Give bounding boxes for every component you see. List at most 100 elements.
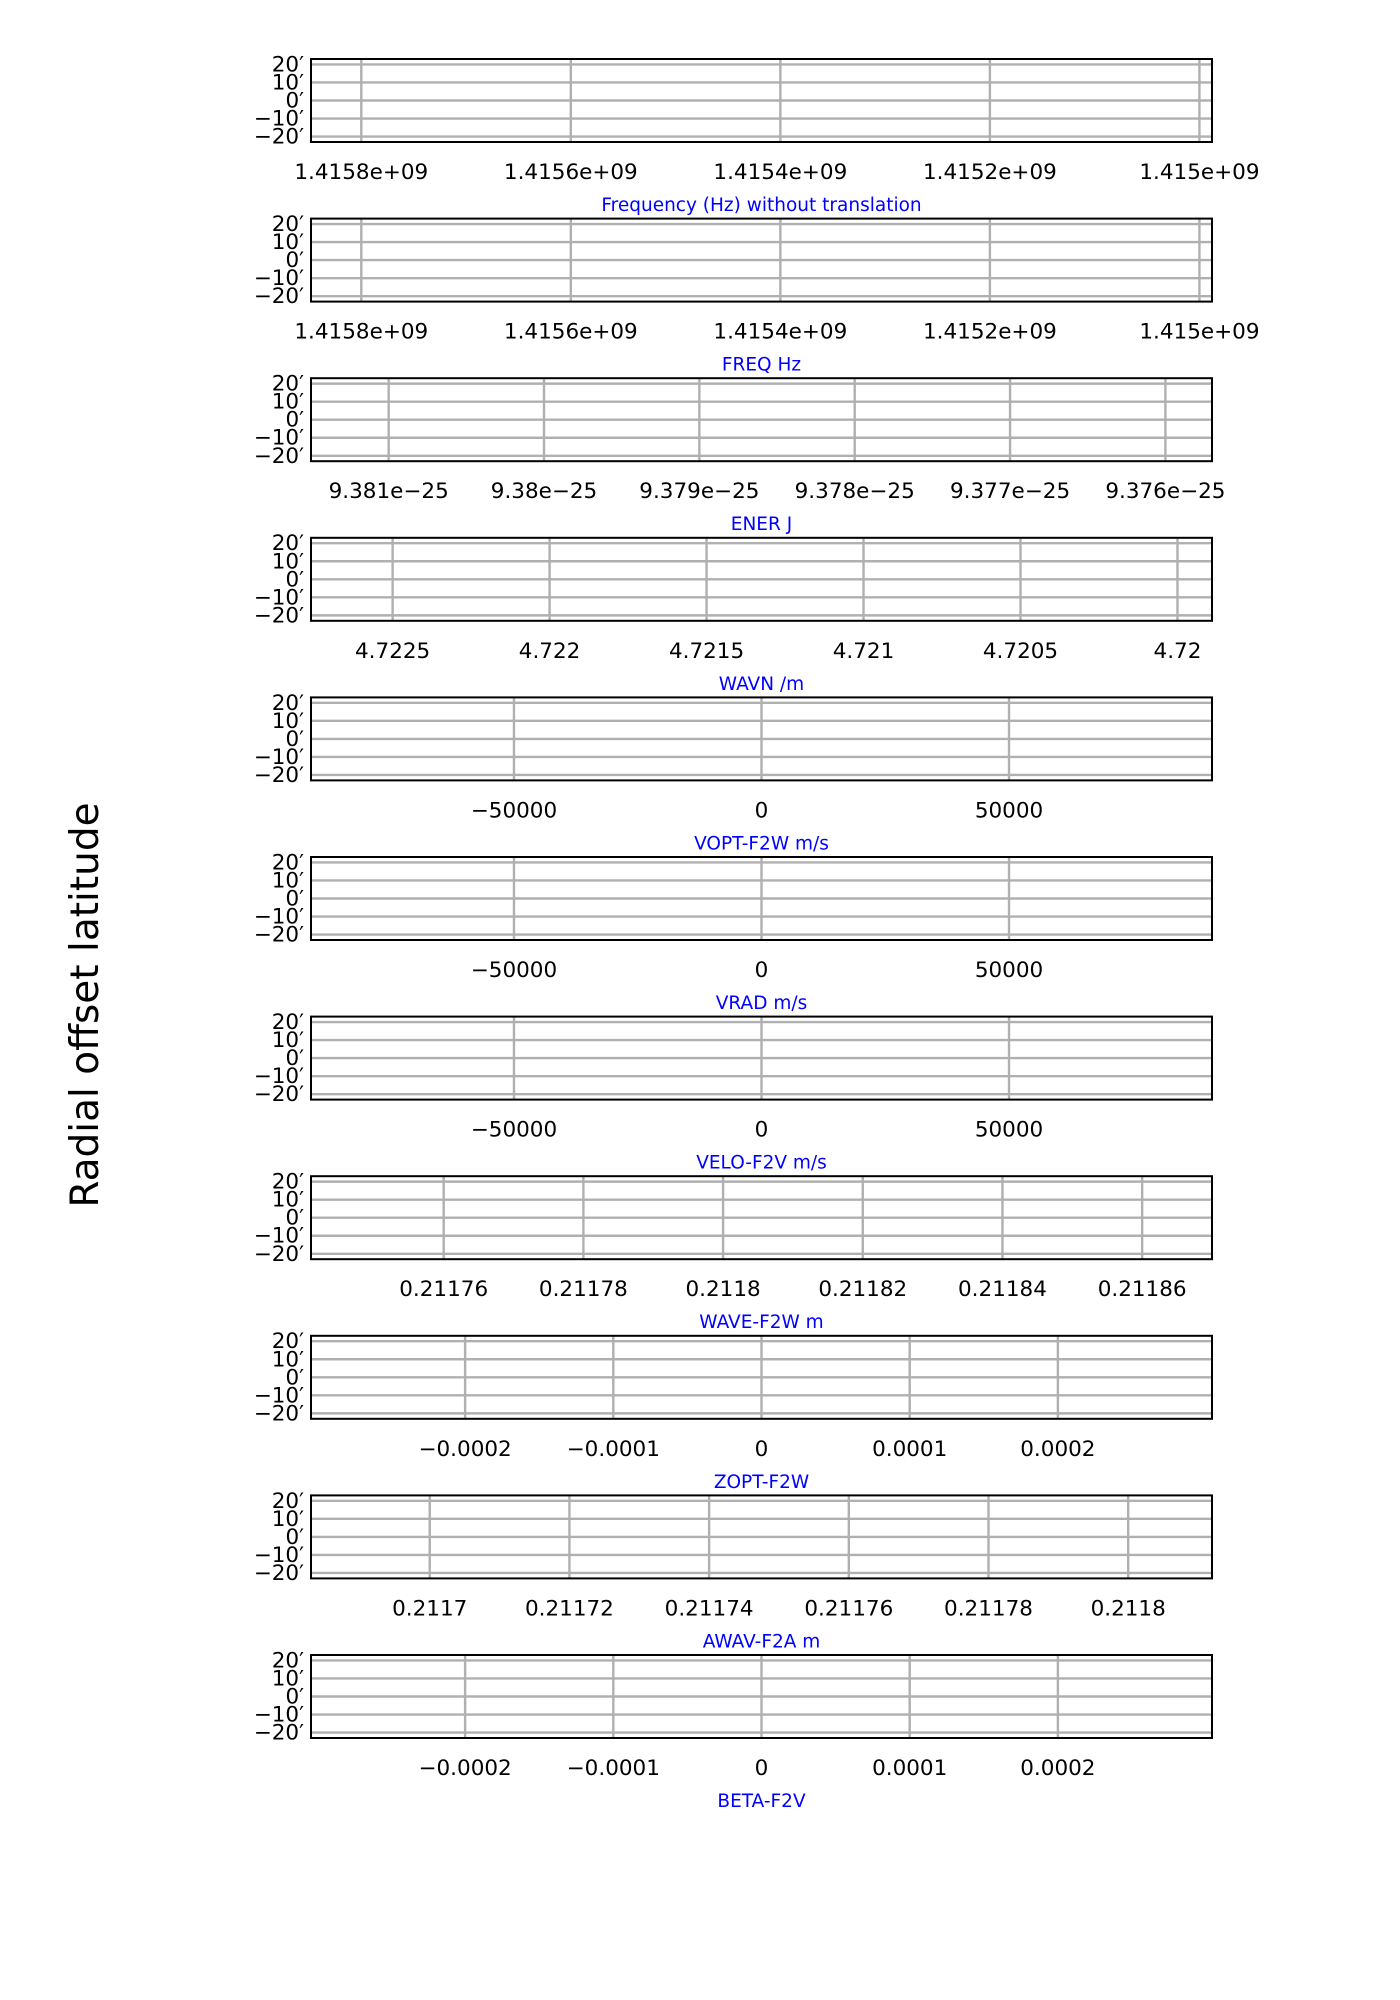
y-tick-label: 10′	[272, 70, 304, 95]
axes-frame	[310, 536, 1213, 622]
x-tick-label: 0.21174	[665, 1596, 754, 1621]
y-tick-label: −20′	[254, 1401, 304, 1426]
y-tick-label: 10′	[272, 1507, 304, 1532]
y-tick-label: 10′	[272, 1188, 304, 1213]
panel-7: 20′10′0′−10′−20′ 0.21176 0.21178 0.2118 0.21…	[254, 1170, 1213, 1333]
panel-9: 20′10′0′−10′−20′ 0.2117 0.21172 0.21174 0.21…	[254, 1489, 1213, 1652]
x-tick-label: 0.2118	[685, 1277, 760, 1302]
y-tick-label: 0′	[285, 1685, 304, 1710]
x-tick-label: 1.4152e+09	[923, 320, 1057, 345]
x-tick-label: 9.38e−25	[491, 479, 597, 504]
x-axis-label: VOPT-F2W m/s	[694, 833, 829, 854]
x-tick-label: 9.379e−25	[639, 479, 759, 504]
x-tick-label: 9.378e−25	[795, 479, 915, 504]
x-axis-label: AWAV-F2A m	[703, 1631, 821, 1652]
x-tick-label: 9.381e−25	[329, 479, 449, 504]
x-tick-label: 1.415e+09	[1139, 160, 1259, 185]
panel-1: 20′10′0′−10′−20′ 1.4158e+09 1.4156e+09 1.41…	[254, 212, 1260, 376]
panel-2: 20′10′0′−10′−20′ 9.381e−25 9.38e−25 9.379e−…	[254, 372, 1226, 536]
panel-0: 20′10′0′−10′−20′ 1.4158e+09 1.4156e+09 1.41…	[254, 52, 1260, 216]
x-tick-label: 0	[755, 1756, 769, 1781]
x-tick-label: 9.376e−25	[1105, 479, 1225, 504]
x-tick-label: 0	[755, 1118, 769, 1143]
y-tick-label: 0′	[285, 408, 304, 433]
x-axis-label: ENER J	[731, 514, 792, 535]
y-tick-label: −20′	[254, 1082, 304, 1107]
x-tick-label: 0.0001	[872, 1756, 947, 1781]
x-tick-label: 0.21176	[399, 1277, 488, 1302]
axes-frame	[310, 1015, 1213, 1101]
y-tick-label: −20′	[254, 444, 304, 469]
y-tick-label: 0′	[285, 887, 304, 912]
y-tick-label: −20′	[254, 284, 304, 309]
y-tick-label: −10′	[254, 1224, 304, 1249]
figure-ylabel: Radial offset latitude	[63, 802, 108, 1207]
panel-6: 20′10′0′−10′−20′ −50000 0 50000 VELO-F2V m/s	[254, 1010, 1213, 1174]
panel-5: 20′10′0′−10′−20′ −50000 0 50000 VRAD m/s	[254, 850, 1213, 1014]
y-tick-label: 0′	[285, 1525, 304, 1550]
x-tick-label: 0.0002	[1020, 1437, 1095, 1462]
x-tick-label: 0.21186	[1098, 1277, 1187, 1302]
x-axis-label: VRAD m/s	[716, 993, 807, 1014]
y-tick-label: 0′	[285, 1046, 304, 1071]
y-tick-label: 20′	[272, 531, 304, 556]
y-tick-label: 20′	[272, 691, 304, 716]
y-tick-label: 0′	[285, 727, 304, 752]
y-tick-label: 0′	[285, 248, 304, 273]
x-tick-label: 0.2118	[1091, 1596, 1166, 1621]
axes-frame	[310, 377, 1213, 463]
y-tick-label: 0′	[285, 1206, 304, 1231]
x-tick-label: 50000	[975, 1118, 1043, 1143]
x-tick-label: 1.4152e+09	[923, 160, 1057, 185]
x-tick-label: 4.722	[519, 639, 581, 664]
x-tick-label: 1.4154e+09	[713, 160, 847, 185]
y-tick-label: 20′	[272, 850, 304, 875]
panel-8: 20′10′0′−10′−20′ −0.0002 −0.0001 0 0.0001 0.0…	[254, 1329, 1213, 1493]
axes-frame	[310, 1654, 1213, 1739]
y-tick-label: 10′	[272, 1347, 304, 1372]
y-tick-label: −10′	[254, 1703, 304, 1728]
y-tick-label: −10′	[254, 426, 304, 451]
x-axis-label: ZOPT-F2W	[714, 1472, 809, 1493]
axes-frame	[310, 217, 1213, 303]
y-tick-label: 10′	[272, 549, 304, 574]
y-tick-label: −10′	[254, 1543, 304, 1568]
x-tick-label: 4.7205	[983, 639, 1058, 664]
x-tick-label: 1.415e+09	[1139, 320, 1259, 345]
y-tick-label: 10′	[272, 230, 304, 255]
y-tick-label: 10′	[272, 1666, 304, 1691]
x-tick-label: 1.4158e+09	[294, 160, 428, 185]
x-tick-label: −50000	[471, 1118, 557, 1143]
y-tick-label: −10′	[254, 1064, 304, 1089]
axes-frame	[310, 1175, 1213, 1261]
x-tick-label: 0	[755, 958, 769, 983]
axes-frame	[310, 856, 1213, 941]
x-axis-label: Frequency (Hz) without translation	[601, 195, 921, 216]
y-tick-label: −10′	[254, 1383, 304, 1408]
y-tick-label: −20′	[254, 1561, 304, 1586]
x-tick-label: 0.21182	[818, 1277, 907, 1302]
y-tick-label: 20′	[272, 1648, 304, 1673]
x-tick-label: 0.2117	[392, 1596, 467, 1621]
x-axis-label: BETA-F2V	[717, 1791, 806, 1812]
y-tick-label: 20′	[272, 1489, 304, 1514]
x-tick-label: 0.21176	[804, 1596, 893, 1621]
y-tick-label: 10′	[272, 868, 304, 893]
y-tick-label: −20′	[254, 603, 304, 628]
x-tick-label: 0	[755, 798, 769, 823]
y-tick-label: −20′	[254, 125, 304, 150]
axes-frame	[310, 1334, 1213, 1420]
y-tick-label: 20′	[272, 1170, 304, 1195]
y-tick-label: 10′	[272, 390, 304, 415]
y-tick-label: −20′	[254, 923, 304, 948]
x-tick-label: 1.4154e+09	[713, 320, 847, 345]
y-tick-label: 20′	[272, 372, 304, 397]
x-tick-label: 4.72	[1154, 639, 1202, 664]
x-tick-label: 0.21172	[525, 1596, 614, 1621]
x-tick-label: −50000	[471, 958, 557, 983]
y-tick-label: 0′	[285, 567, 304, 592]
x-tick-label: 0.21178	[944, 1596, 1033, 1621]
panel-4: 20′10′0′−10′−20′ −50000 0 50000 VOPT-F2W m/s	[254, 691, 1213, 854]
